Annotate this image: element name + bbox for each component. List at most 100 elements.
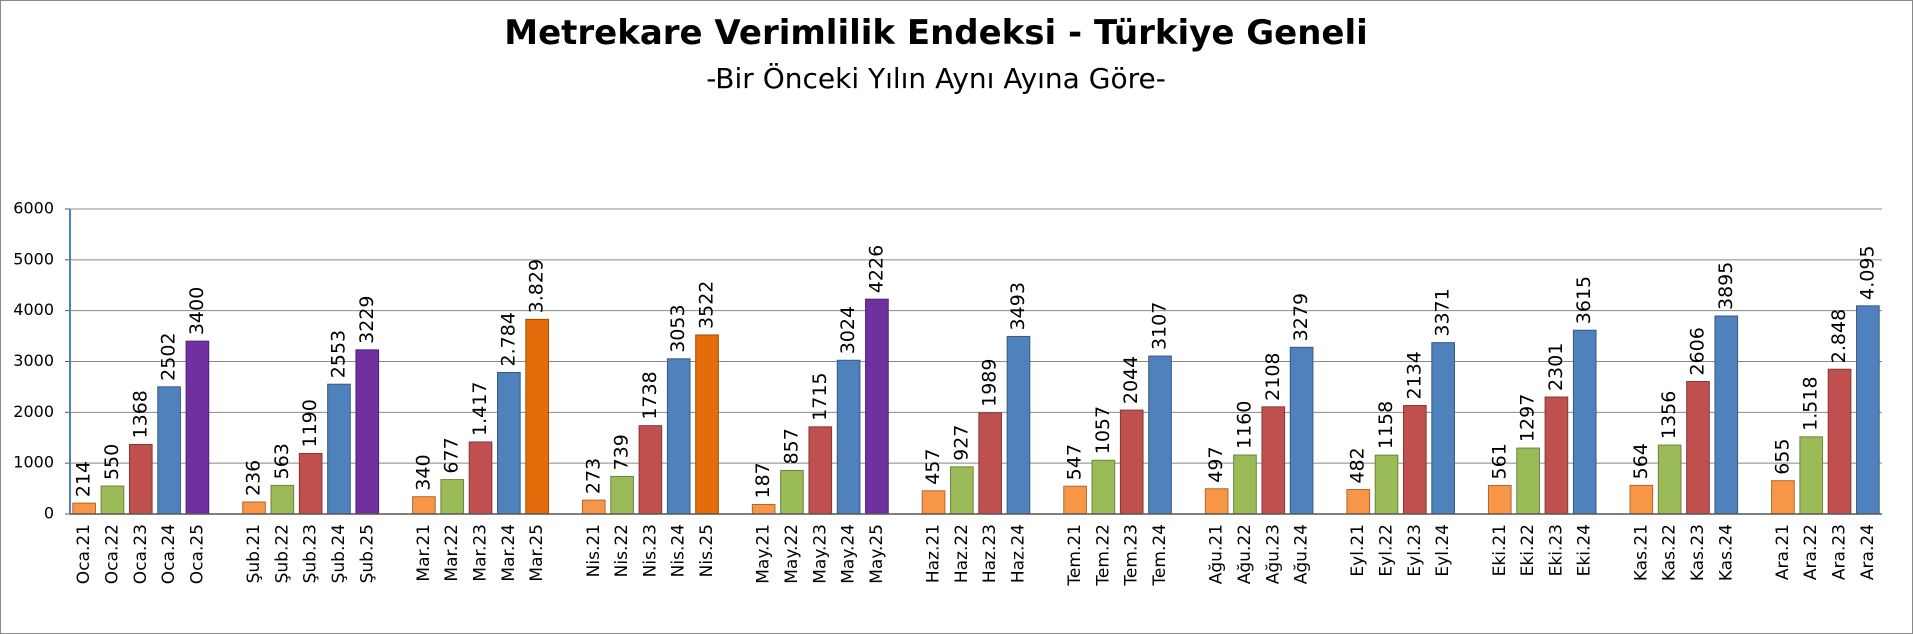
bar xyxy=(1487,484,1512,515)
bar xyxy=(865,298,889,515)
x-tick-label: Ara.21 xyxy=(1773,524,1793,580)
value-label: 2.848 xyxy=(1828,309,1850,363)
bar xyxy=(1629,484,1654,515)
bar xyxy=(298,453,323,515)
x-tick-label: Şub.23 xyxy=(301,524,321,583)
value-label: 3895 xyxy=(1715,262,1737,310)
y-tick-label: 6000 xyxy=(13,199,54,218)
value-label: 3229 xyxy=(356,295,378,343)
x-tick-label: Haz.21 xyxy=(924,524,944,583)
x-tick-label: Kas.24 xyxy=(1716,524,1736,581)
x-tick-label: Kas.23 xyxy=(1688,524,1708,581)
x-tick-label: Şub.22 xyxy=(272,524,292,583)
value-label: 2502 xyxy=(158,332,180,380)
x-tick-label: Tem.21 xyxy=(1065,524,1085,587)
bar xyxy=(355,349,380,515)
value-label: 1.417 xyxy=(469,382,491,436)
value-label: 1190 xyxy=(299,399,321,447)
x-tick-label: Mar.24 xyxy=(499,524,519,582)
y-tick-label: 1000 xyxy=(13,453,54,472)
value-label: 3493 xyxy=(1007,282,1029,330)
bar xyxy=(1346,488,1371,515)
value-label: 3024 xyxy=(837,306,859,354)
value-label: 1057 xyxy=(1092,406,1114,454)
value-label: 2553 xyxy=(327,330,349,378)
bar xyxy=(185,340,210,515)
value-label: 2301 xyxy=(1545,343,1567,391)
y-tick-label: 5000 xyxy=(13,249,54,268)
bar xyxy=(666,358,691,515)
value-label: 927 xyxy=(950,425,972,461)
bar xyxy=(1119,409,1144,515)
bar xyxy=(1686,381,1710,515)
value-label: 1738 xyxy=(639,371,661,419)
bar xyxy=(1714,315,1739,515)
value-label: 550 xyxy=(101,444,123,480)
x-tick-label: Ağu.22 xyxy=(1235,524,1255,584)
x-tick-label: Nis.22 xyxy=(612,524,632,577)
value-label: 564 xyxy=(1630,443,1652,479)
value-label: 497 xyxy=(1205,446,1227,482)
bar xyxy=(836,359,861,515)
x-tick-label: May.24 xyxy=(839,524,859,584)
value-label: 3400 xyxy=(186,287,208,335)
value-label: 1989 xyxy=(979,359,1001,407)
bar xyxy=(128,443,153,515)
value-label: 1368 xyxy=(129,390,151,438)
bar xyxy=(1572,329,1597,515)
bar xyxy=(1063,485,1087,515)
bar xyxy=(610,475,634,515)
x-tick-label: Oca.25 xyxy=(187,524,207,584)
x-tick-label: Nis.21 xyxy=(584,524,604,577)
x-tick-label: Oca.23 xyxy=(131,524,151,584)
bar xyxy=(638,425,663,515)
bar xyxy=(1204,488,1229,515)
value-label: 340 xyxy=(412,454,434,490)
bar xyxy=(525,318,549,515)
x-tick-label: Oca.21 xyxy=(74,524,94,584)
x-tick-label: Şub.21 xyxy=(244,524,264,583)
value-label: 1356 xyxy=(1658,391,1680,439)
x-tick-label: Eyl.23 xyxy=(1405,524,1425,577)
bar xyxy=(1374,454,1399,515)
x-tick-label: May.21 xyxy=(754,524,774,584)
value-label: 3522 xyxy=(696,281,718,329)
x-tick-label: Mar.22 xyxy=(442,524,462,582)
y-tick-label: 0 xyxy=(44,504,54,523)
x-tick-label: Ağu.24 xyxy=(1292,524,1312,584)
value-label: 1.518 xyxy=(1800,376,1822,430)
x-tick-label: Eki.21 xyxy=(1490,524,1510,576)
x-tick-label: Eki.23 xyxy=(1546,524,1566,576)
bar xyxy=(1431,342,1455,515)
x-tick-label: Haz.24 xyxy=(1008,524,1028,583)
value-label: 457 xyxy=(922,449,944,485)
value-label: 482 xyxy=(1347,447,1369,483)
value-label: 4226 xyxy=(865,245,887,293)
bar xyxy=(581,499,606,515)
value-label: 3615 xyxy=(1573,276,1595,324)
x-tick-label: Eki.22 xyxy=(1518,524,1538,576)
x-tick-label: Ağu.21 xyxy=(1207,524,1227,584)
x-tick-label: Eyl.24 xyxy=(1433,524,1453,577)
value-label: 739 xyxy=(611,434,633,470)
bar xyxy=(1771,480,1795,515)
bar xyxy=(242,501,266,515)
value-label: 563 xyxy=(271,443,293,479)
x-tick-label: Nis.25 xyxy=(697,524,717,577)
x-tick-label: Mar.23 xyxy=(471,524,491,582)
bar xyxy=(751,503,776,515)
y-tick-label: 2000 xyxy=(13,402,54,421)
bar xyxy=(1091,459,1116,515)
value-label: 2606 xyxy=(1686,327,1708,375)
bar xyxy=(921,490,946,515)
x-tick-label: Haz.22 xyxy=(952,524,972,583)
value-label: 273 xyxy=(582,458,604,494)
bar xyxy=(978,412,1002,515)
x-tick-label: Nis.23 xyxy=(640,524,660,577)
x-tick-label: Eki.24 xyxy=(1575,524,1595,576)
x-tick-label: Eyl.22 xyxy=(1377,524,1397,577)
bar xyxy=(412,496,436,515)
x-tick-label: Kas.21 xyxy=(1631,524,1651,581)
bar xyxy=(1148,355,1172,515)
